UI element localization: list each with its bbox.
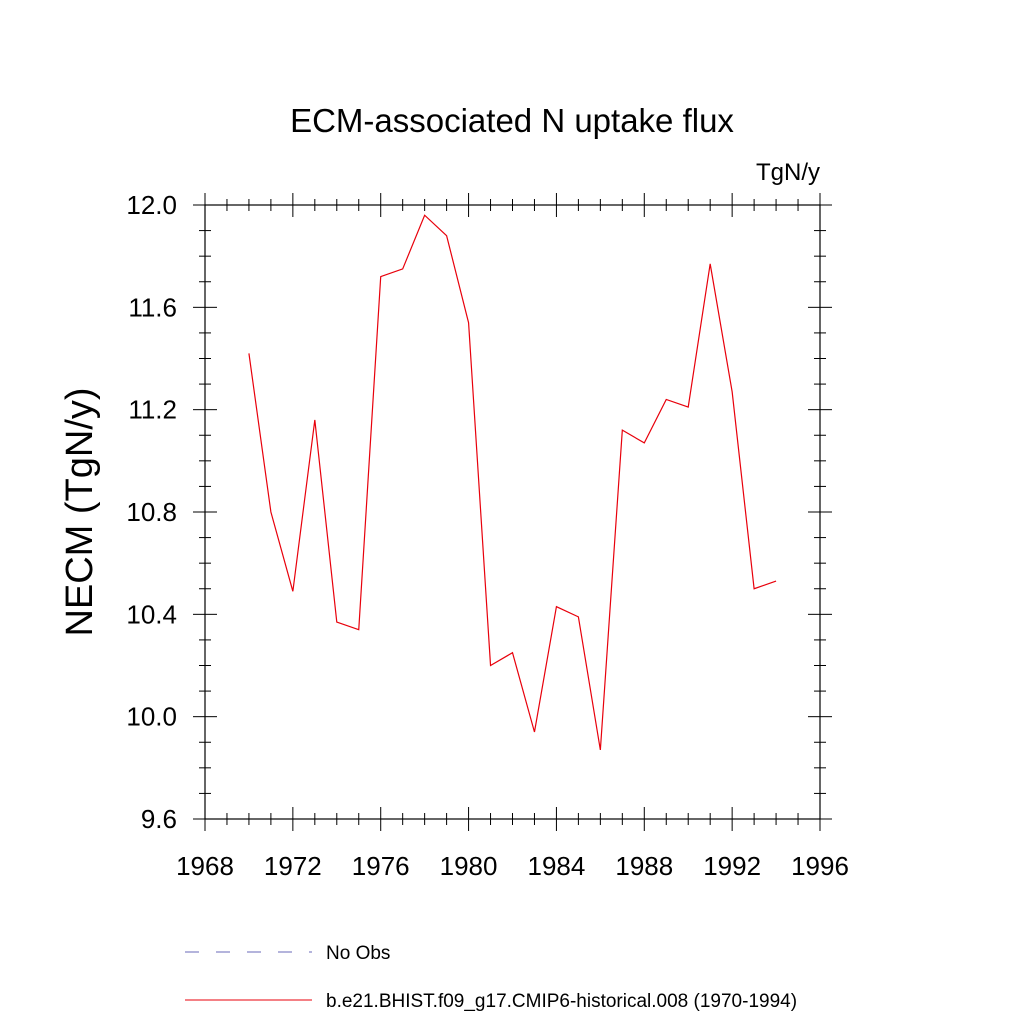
data-point [643,442,645,444]
data-point [314,419,316,421]
chart-title: ECM-associated N uptake flux [290,102,734,139]
y-axis-label: NECM (TgN/y) [59,387,101,636]
ticks [193,193,832,831]
x-tick-label: 1996 [791,851,849,881]
series-layer [248,214,777,751]
data-point [292,590,294,592]
data-point [402,268,404,270]
data-point [446,235,448,237]
x-tick-label: 1984 [528,851,586,881]
data-point [424,214,426,216]
y-tick-label: 11.6 [128,292,177,322]
y-tick-label: 12.0 [126,190,177,220]
data-point [380,276,382,278]
data-point [512,652,514,654]
data-point [665,398,667,400]
plot-frame [204,204,821,820]
legend-label: No Obs [326,943,390,964]
data-point [490,665,492,667]
data-point [731,391,733,393]
data-point [248,352,250,354]
data-point [336,621,338,623]
data-point [709,263,711,265]
data-point [577,616,579,618]
series-line [248,214,777,751]
x-tick-label: 1968 [176,851,234,881]
data-point [753,588,755,590]
data-point [775,580,777,582]
x-tick-label: 1976 [352,851,410,881]
legend-label: b.e21.BHIST.f09_g17.CMIP6-historical.008… [326,991,797,1012]
legend: No Obs b.e21.BHIST.f09_g17.CMIP6-historic… [185,943,797,1012]
data-point [270,511,272,513]
data-point [533,731,535,733]
y-tick-label: 9.6 [141,804,177,834]
y-tick-label: 10.0 [126,702,177,732]
x-tick-label: 1980 [440,851,498,881]
x-tick-label: 1972 [264,851,322,881]
units-label: TgN/y [756,159,820,186]
data-point [621,429,623,431]
data-point [468,322,470,324]
data-point [555,606,557,608]
tick-labels: 1968 1972 1976 1980 1984 1988 1992 1996 9.6 10.0 1… [126,190,849,881]
x-tick-label: 1988 [615,851,673,881]
data-point [358,629,360,631]
y-tick-label: 10.8 [126,497,177,527]
y-tick-label: 10.4 [126,599,177,629]
data-point [599,749,601,751]
x-tick-label: 1992 [703,851,761,881]
y-tick-label: 11.2 [128,395,177,425]
data-point [687,406,689,408]
